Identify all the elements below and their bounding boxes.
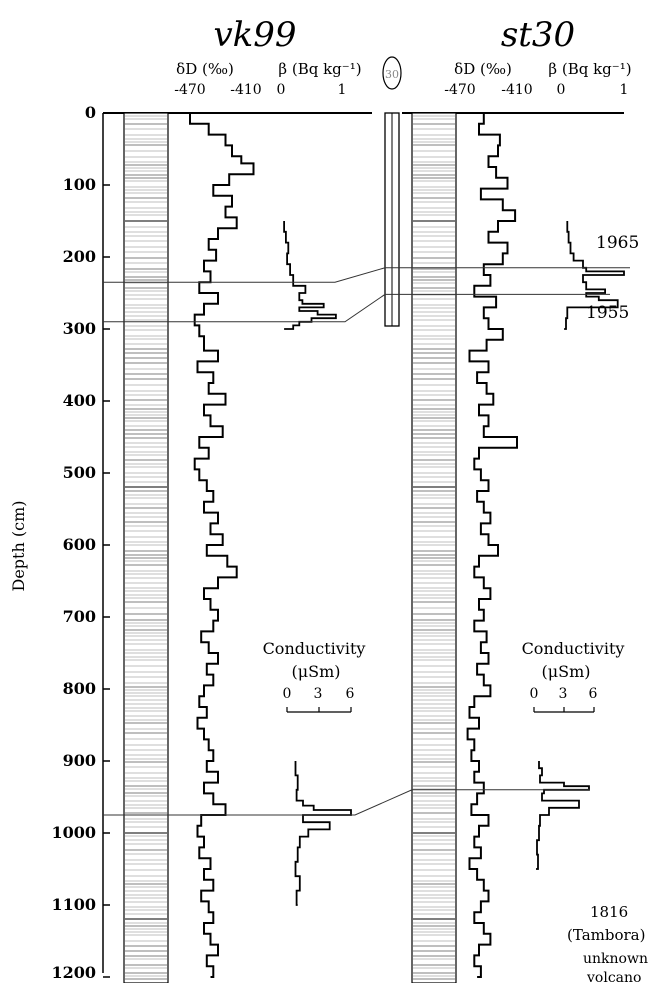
st30-dD-series [466,113,518,978]
y-tick-label: 800 [63,679,96,698]
st30-dD-label: δD (‰) [454,60,512,78]
vk99-title: vk99 [213,15,296,55]
vk99-dD-label: δD (‰) [176,60,234,78]
st30-title: st30 [501,15,575,55]
y-tick-label: 1100 [51,895,96,914]
vk99-beta-label: β (Bq kg⁻¹) [278,60,361,78]
scale-marker-circle [382,56,402,90]
st30-beta-tick-1: 1 [620,82,629,98]
correlation-line [103,293,610,323]
st30-conductivity-series [536,761,590,870]
vk99-dD-series [189,113,255,978]
vk99-beta-series [283,221,337,330]
annotation-1816: 1816 [590,903,628,921]
y-axis-ticks [103,112,110,978]
y-tick-label: 300 [63,319,96,338]
y-tick-label: 200 [63,247,96,266]
y-tick-label: 500 [63,463,96,482]
vk99-conductivity-label: Conductivity [263,639,366,658]
strat-column-frame [123,112,169,983]
y-tick-label: 0 [85,103,96,122]
annotation-volcano: volcano [586,970,641,983]
st30-beta-label: β (Bq kg⁻¹) [548,60,631,78]
y-tick-label: 1000 [51,823,96,842]
st30-conductivity-unit: (μSm) [541,662,590,681]
st30-stratigraphy-column [411,112,457,983]
correlation-lines [103,267,630,816]
vk99-beta-tick-0: 0 [277,82,286,98]
vk99-conductivity-unit: (μSm) [291,662,340,681]
y-tick-label: 1200 [51,963,96,982]
st30-cond-tick-1: 3 [559,686,568,702]
vk99-cond-tick-1: 3 [314,686,323,702]
annotation-tambora: (Tambora) [567,926,645,944]
st30-cond-tick-0: 0 [530,686,539,702]
st30-dD-tick-1: -470 [444,82,475,98]
vk99-cond-tick-0: 0 [283,686,292,702]
annotation-1965: 1965 [596,233,639,253]
y-tick-label: 100 [63,175,96,194]
y-tick-label: 900 [63,751,96,770]
annotation-1955: 1955 [586,303,629,323]
y-tick-label: 400 [63,391,96,410]
y-axis-label: Depth (cm) [9,501,28,592]
st30-beta-series [564,221,625,330]
st30-conductivity-label: Conductivity [522,639,625,658]
correlation-line [103,267,630,283]
vk99-dD-tick-1: -470 [174,82,205,98]
strat-column-frame [411,112,457,983]
vk99-conductivity-series [294,761,352,906]
y-tick-label: 600 [63,535,96,554]
st30-cond-tick-2: 6 [589,686,598,702]
st30-beta-tick-0: 0 [557,82,566,98]
y-tick-labels: 0 100 200 300 400 500 600 700 800 900 10… [51,103,96,982]
vk99-cond-tick-2: 6 [346,686,355,702]
annotation-unknown: unknown [583,951,648,967]
vk99-stratigraphy-column [123,112,169,983]
scale-marker-text: 30 [385,68,399,81]
series-layer [189,113,625,978]
vk99-beta-tick-1: 1 [338,82,347,98]
y-tick-label: 700 [63,607,96,626]
correlation-line [103,789,590,816]
st30-dD-tick-2: -410 [501,82,532,98]
vk99-dD-tick-2: -410 [230,82,261,98]
